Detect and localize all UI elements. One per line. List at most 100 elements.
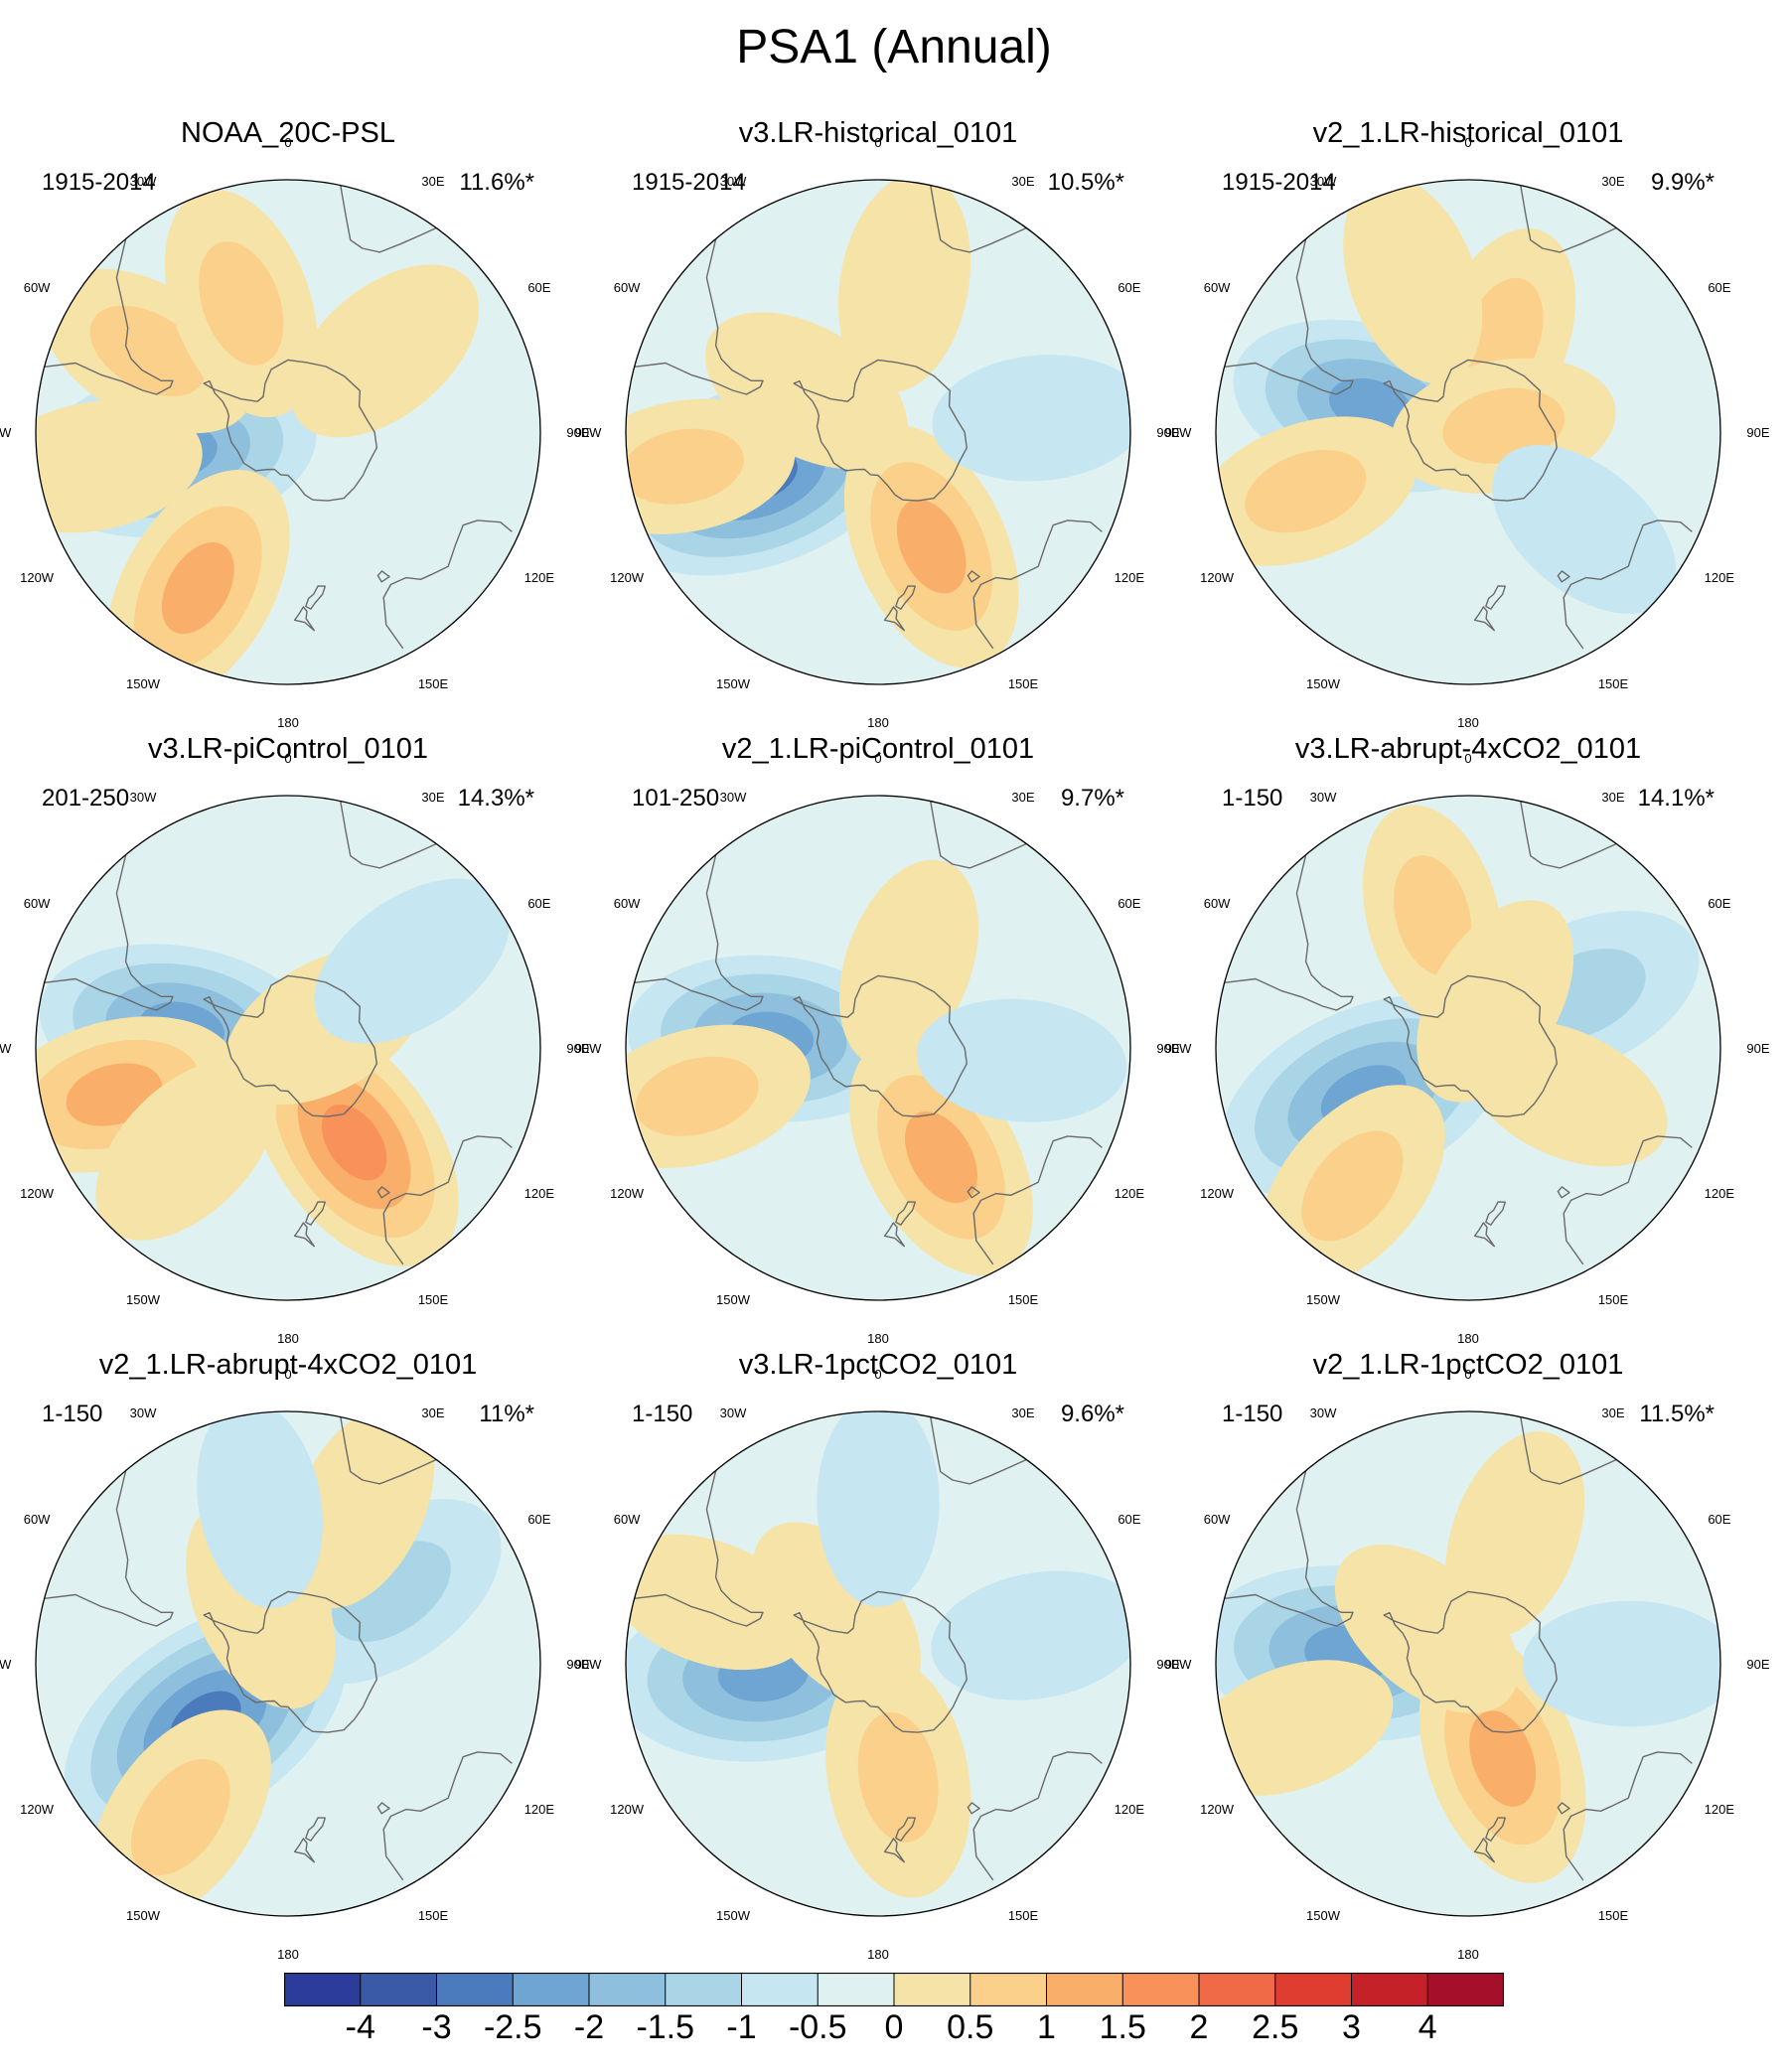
south-america-coastline [1224, 854, 1354, 1011]
colorbar-tick-label: 3 [1342, 2008, 1361, 2046]
longitude-label: 0 [874, 1367, 881, 1382]
map-panel: v2_1.LR-abrupt-4xCO2_0101 1-150 11%* 0 30E 60… [0, 1349, 590, 1962]
new-zealand-north-coastline [293, 606, 315, 632]
antarctica-coastline [1383, 1590, 1558, 1733]
antarctica-coastline [1383, 359, 1558, 502]
high-pressure-anomaly [164, 189, 318, 418]
panel-variance-explained: 10.5%* [1047, 169, 1124, 196]
longitude-label: 30W [130, 1406, 157, 1420]
africa-coastline [1520, 801, 1617, 869]
longitude-label: 180 [277, 1331, 299, 1346]
longitude-label: 60W [24, 1512, 51, 1527]
panel-title: v2_1.LR-abrupt-4xCO2_0101 [98, 1349, 478, 1381]
polar-map: 0 30E 60E 90E 120E 150E 180 150W 120W 90W 60W 30W [1165, 135, 1770, 730]
high-pressure-anomaly [626, 1534, 811, 1671]
low-pressure-anomaly [932, 355, 1130, 482]
longitude-label: 120E [524, 1186, 555, 1201]
colorbar-swatch [1351, 1973, 1428, 2006]
low-pressure-anomaly [1522, 1600, 1720, 1727]
contour-level [1445, 1431, 1585, 1639]
panel-title: v3.LR-historical_0101 [738, 117, 1018, 149]
longitude-label: 180 [1457, 715, 1479, 730]
longitude-label: 150E [1008, 1908, 1039, 1923]
longitude-label: 180 [867, 1331, 889, 1346]
antarctica-coastline [793, 1590, 968, 1733]
new-zealand-north-coastline [1473, 1222, 1495, 1248]
longitude-label: 90W [1165, 1041, 1192, 1056]
contour-level [199, 241, 284, 366]
contour-level [817, 1411, 940, 1607]
longitude-label: 90W [575, 1041, 602, 1056]
tasmania-coastline [1557, 1186, 1570, 1199]
panel-title: v2_1.LR-historical_0101 [1312, 117, 1624, 149]
south-america-coastline [634, 238, 764, 395]
new-zealand-north-coastline [883, 1222, 905, 1248]
longitude-label: 60W [1204, 280, 1231, 295]
panel-title: v3.LR-piControl_0101 [147, 733, 429, 765]
longitude-label: 30W [1310, 174, 1337, 189]
colorbar-tick-label: -1.5 [636, 2008, 695, 2046]
longitude-label: 30W [130, 174, 157, 189]
map-panel: v3.LR-abrupt-4xCO2_0101 1-150 14.1%* 0 30E 60… [1165, 733, 1770, 1346]
colorbar-swatch [1122, 1973, 1200, 2006]
contour-level [290, 264, 480, 438]
longitude-label: 150E [1008, 676, 1039, 691]
longitude-label: 120W [1200, 1186, 1235, 1201]
map-border [625, 1410, 1131, 1917]
contour-level [857, 1711, 939, 1843]
map-panel: v3.LR-1pctCO2_0101 1-150 9.6%* 0 30E 60E 90E 12… [575, 1349, 1180, 1962]
longitude-label: 60W [24, 896, 51, 911]
longitude-label: 150E [1598, 1908, 1629, 1923]
low-pressure-anomaly [931, 1570, 1130, 1701]
colorbar-swatch [969, 1973, 1047, 2006]
colorbar-frame [284, 1973, 1504, 2006]
high-pressure-anomaly [1464, 1020, 1668, 1167]
high-pressure-anomaly [95, 1059, 277, 1241]
longitude-label: 90E [1156, 1041, 1179, 1056]
colorbar-swatch [513, 1973, 590, 2006]
longitude-label: 120E [1705, 570, 1735, 585]
tasmania-coastline [376, 1802, 390, 1815]
colorbar-swatch [1046, 1973, 1123, 2006]
new-zealand-north-coastline [293, 1838, 315, 1863]
contour-level [1469, 1710, 1537, 1807]
panel-period: 101-250 [632, 785, 720, 812]
panel-period: 1-150 [42, 1401, 103, 1427]
longitude-label: 30E [1601, 790, 1624, 805]
panel-title: v2_1.LR-1pctCO2_0101 [1312, 1349, 1624, 1381]
panel-period: 1915-2014 [42, 169, 156, 196]
longitude-label: 150E [418, 676, 449, 691]
longitude-label: 120W [610, 1186, 645, 1201]
panel-variance-explained: 11.5%* [1639, 1401, 1714, 1427]
longitude-label: 0 [284, 751, 291, 766]
australia-coastline [382, 1135, 513, 1265]
australia-coastline [972, 1135, 1103, 1265]
map-panel: v2_1.LR-1pctCO2_0101 1-150 11.5%* 0 30E 60E 90… [1165, 1349, 1770, 1962]
longitude-label: 120W [610, 570, 645, 585]
polar-map: 0 30E 60E 90E 120E 150E 180 150W 120W 90W 60W 30W [0, 135, 590, 730]
contour-level [1245, 449, 1367, 533]
map-border [35, 1410, 541, 1917]
longitude-label: 180 [277, 1947, 299, 1962]
longitude-label: 60E [1708, 280, 1730, 295]
longitude-label: 90W [1165, 425, 1192, 440]
high-pressure-anomaly [1216, 1660, 1394, 1796]
longitude-label: 150W [716, 1908, 751, 1923]
longitude-label: 120W [1200, 1802, 1235, 1817]
africa-coastline [340, 1416, 437, 1485]
south-america-coastline [1224, 1470, 1354, 1627]
longitude-label: 180 [867, 1947, 889, 1962]
new-zealand-north-coastline [883, 606, 905, 632]
longitude-label: 30E [1601, 174, 1624, 189]
new-zealand-south-coastline [305, 1201, 326, 1226]
longitude-label: 0 [1464, 135, 1471, 150]
longitude-label: 30W [130, 790, 157, 805]
africa-coastline [930, 1416, 1027, 1485]
australia-coastline [382, 519, 513, 650]
tasmania-coastline [967, 1186, 980, 1199]
contour-level [314, 878, 511, 1044]
new-zealand-south-coastline [1485, 585, 1506, 610]
panel-variance-explained: 9.7%* [1060, 785, 1124, 812]
longitude-label: 90E [1156, 1657, 1179, 1672]
colorbar-swatch [894, 1973, 971, 2006]
